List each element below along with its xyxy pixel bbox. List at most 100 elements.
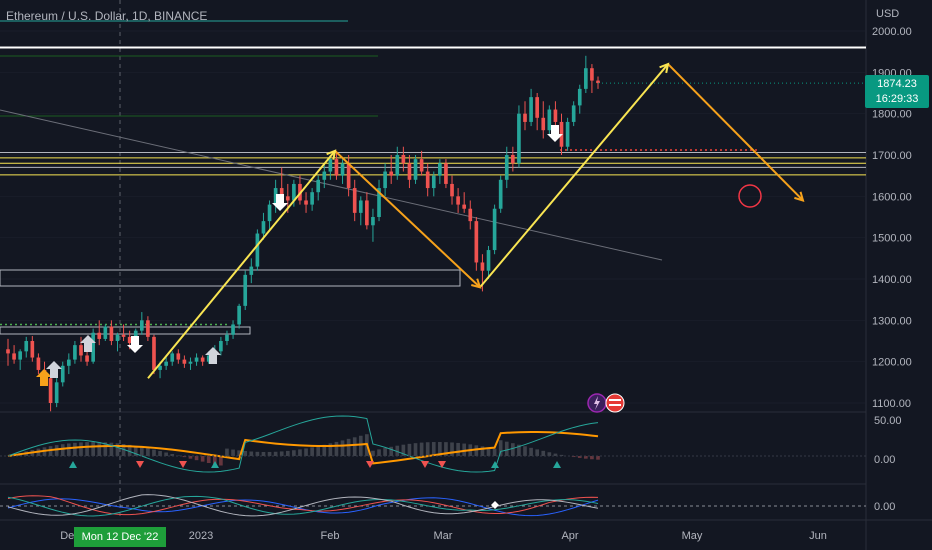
macd-histogram-bar xyxy=(559,454,564,456)
macd-histogram-bar xyxy=(438,442,442,456)
y-tick-label: 1500.00 xyxy=(872,233,912,245)
macd-histogram-bar xyxy=(219,456,223,466)
y-tick-label: 1100.00 xyxy=(872,398,911,410)
y-tick-label: 2000.00 xyxy=(872,26,912,38)
y-tick-label: 1300.00 xyxy=(872,315,912,327)
osc-marker xyxy=(491,501,499,509)
macd-histogram-bar xyxy=(146,448,150,456)
macd-histogram-bar xyxy=(401,444,406,456)
macd-histogram-bar xyxy=(48,446,53,456)
candle-body xyxy=(121,334,126,337)
macd-histogram-bar xyxy=(547,452,552,456)
macd-histogram-bar xyxy=(152,449,156,456)
signal-arrow xyxy=(46,361,62,378)
candle-body xyxy=(517,113,521,164)
indicator-badges[interactable] xyxy=(587,392,627,414)
candle-body xyxy=(170,353,175,362)
candle-body xyxy=(584,68,588,89)
candle-body xyxy=(571,105,576,122)
macd-histogram-bar xyxy=(225,448,229,456)
candle-body xyxy=(54,382,59,403)
macd-histogram-bar xyxy=(444,442,448,456)
candle-body xyxy=(273,188,278,205)
candle-body xyxy=(48,378,53,403)
macd-signal-triangle xyxy=(421,461,429,468)
projection-arrow xyxy=(667,63,804,202)
macd-histogram-bar xyxy=(450,442,454,456)
us-flag-icon[interactable] xyxy=(605,393,625,413)
projection-arrow xyxy=(479,63,669,288)
macd-histogram-bar xyxy=(206,456,211,464)
macd-signal-triangle xyxy=(491,461,499,468)
macd-histogram-bar xyxy=(133,445,138,456)
oscillator-line xyxy=(7,494,599,517)
candle-body xyxy=(85,355,89,362)
macd-histogram-bar xyxy=(419,442,424,456)
x-tick-label: Feb xyxy=(321,530,340,542)
macd-histogram-bar xyxy=(407,443,412,456)
flag-stripe xyxy=(609,404,621,406)
macd-histogram-bar xyxy=(79,442,83,456)
macd-histogram-bar xyxy=(200,456,205,462)
macd-histogram-bar xyxy=(54,445,59,456)
macd-histogram-bar xyxy=(541,450,546,456)
candle-body xyxy=(389,171,394,176)
macd-histogram-bar xyxy=(413,443,418,456)
macd-histogram-bar xyxy=(298,449,302,456)
candle-body xyxy=(127,336,132,344)
macd-histogram-bar xyxy=(535,449,539,456)
arrowhead xyxy=(471,278,482,289)
macd-histogram-bar xyxy=(577,456,582,458)
candle-body xyxy=(450,183,454,197)
candle-body xyxy=(358,200,363,213)
flag-stripe xyxy=(609,399,621,401)
macd-histogram-bar xyxy=(395,445,400,456)
macd-signal-line xyxy=(7,431,599,465)
macd-histogram-bar xyxy=(121,443,126,456)
candle-body xyxy=(316,179,321,193)
macd-tick-label: 0.00 xyxy=(874,454,895,466)
macd-histogram-bar xyxy=(170,454,175,456)
candle-body xyxy=(553,109,558,122)
bar-countdown: 16:29:33 xyxy=(875,93,919,105)
macd-histogram-bar xyxy=(231,449,235,456)
candle-body xyxy=(541,117,546,131)
macd-histogram-bar xyxy=(267,451,272,456)
macd-histogram-bar xyxy=(285,450,290,456)
candle-body xyxy=(18,351,22,360)
macd-histogram-bar xyxy=(511,443,515,456)
currency-label: USD xyxy=(876,8,900,20)
signal-arrow xyxy=(127,336,143,353)
macd-signal-triangle xyxy=(136,461,144,468)
macd-histogram-bar xyxy=(571,456,576,458)
macd-signal-triangle xyxy=(69,461,77,468)
candle-body xyxy=(164,361,168,366)
macd-histogram-bar xyxy=(103,442,108,456)
candle-body xyxy=(419,159,424,172)
symbol-title[interactable]: Ethereum / U.S. Dollar, 1D, BINANCE xyxy=(6,9,208,23)
oscillator-line xyxy=(7,495,599,517)
macd-histogram-bar xyxy=(334,441,339,456)
macd-histogram-bar xyxy=(67,443,71,456)
macd-histogram-bar xyxy=(158,451,162,456)
macd-histogram-bar xyxy=(340,440,345,456)
candle-body xyxy=(407,163,412,180)
candle-body xyxy=(24,341,29,352)
candle-body xyxy=(474,221,479,263)
candle-body xyxy=(523,113,527,122)
range-box xyxy=(0,269,461,287)
candle-body xyxy=(267,204,272,222)
candle-body xyxy=(60,365,65,383)
candle-body xyxy=(413,159,418,180)
macd-line xyxy=(7,415,599,473)
candle-body xyxy=(480,262,485,271)
x-tick-label: Mar xyxy=(434,530,453,542)
range-box xyxy=(0,326,251,335)
candle-body xyxy=(237,305,241,325)
macd-signal-triangle xyxy=(211,461,219,468)
signal-arrow xyxy=(272,194,288,211)
candle-body xyxy=(401,155,406,164)
macd-histogram-bar xyxy=(249,451,254,456)
